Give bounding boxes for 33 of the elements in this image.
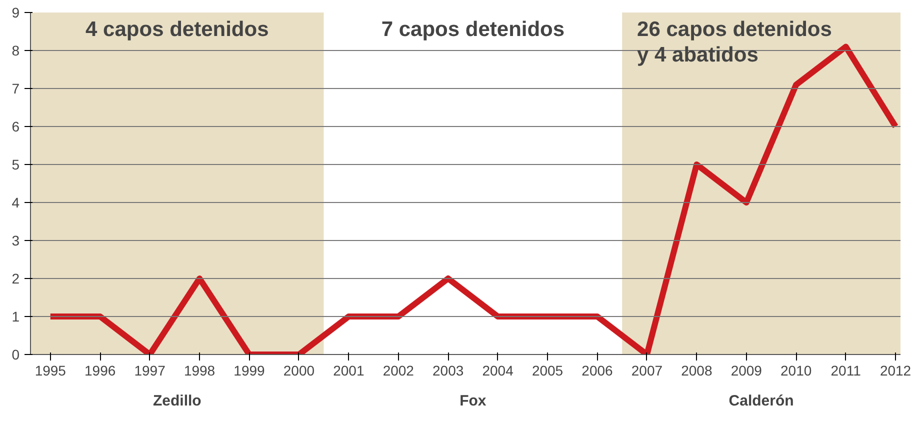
x-tick-label: 2009	[730, 362, 762, 378]
x-tick-label: 2006	[582, 362, 614, 378]
x-tick-label: 2001	[333, 362, 364, 378]
x-tick-label: 2003	[432, 362, 464, 378]
x-tick-label: 1998	[184, 362, 216, 378]
y-tick-label: 1	[12, 308, 20, 324]
y-tick-label: 9	[12, 4, 20, 20]
x-tick-label: 2000	[283, 362, 315, 378]
y-tick-label: 4	[12, 194, 20, 210]
x-tick-label: 2002	[382, 362, 414, 378]
x-tick-label: 2007	[631, 362, 663, 378]
band-label: Zedillo	[152, 392, 202, 410]
x-tick-label: 2008	[681, 362, 712, 378]
x-tick-label: 2004	[482, 362, 514, 378]
y-tick-label: 8	[12, 42, 20, 58]
y-tick-label: 2	[12, 270, 20, 286]
y-tick-label: 6	[12, 118, 20, 134]
x-tick-label: 1999	[234, 362, 266, 378]
y-tick-label: 0	[12, 346, 20, 362]
x-tick-label: 2011	[830, 362, 862, 378]
band-label: Calderón	[728, 392, 794, 410]
x-tick-label: 1996	[84, 362, 116, 378]
band-label: Fox	[460, 392, 487, 410]
annotation: 4 capos detenidos	[86, 18, 269, 42]
y-tick-label: 7	[12, 80, 20, 96]
x-tick-label: 2005	[532, 362, 564, 378]
x-tick-label: 2010	[780, 362, 812, 378]
x-tick-label: 1995	[34, 362, 66, 378]
y-tick-label: 3	[12, 232, 20, 248]
y-tick-label: 5	[12, 156, 20, 172]
x-tick-label: 1997	[134, 362, 166, 378]
annotation: 7 capos detenidos	[381, 18, 565, 42]
x-tick-label: 2012	[880, 362, 912, 378]
